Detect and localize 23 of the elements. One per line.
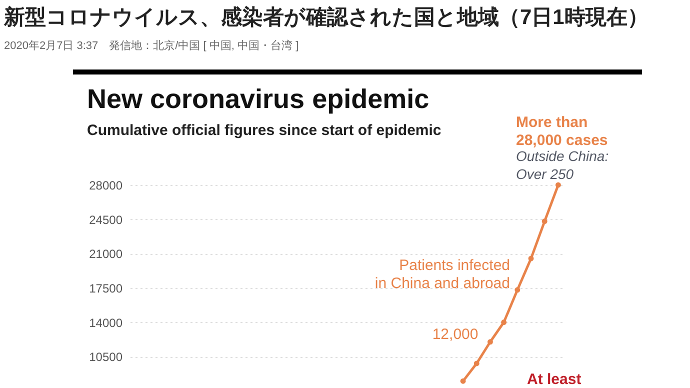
y-tick-label: 21000 — [89, 247, 123, 262]
chart-title: 新型コロナウイルス、感染者が確認された国と地域（7日1時現在） — [3, 5, 648, 29]
data-label: 12,000 — [432, 326, 478, 343]
point — [542, 218, 548, 224]
annotation: At least — [527, 371, 582, 388]
point — [501, 320, 507, 325]
y-tick-label: 24500 — [89, 212, 123, 227]
y-tick-label: 10500 — [89, 350, 123, 364]
point — [474, 360, 480, 366]
point — [514, 287, 520, 293]
y-tick-label: 17500 — [89, 281, 123, 296]
y-tick-label: 28000 — [89, 178, 123, 192]
text: New coronavirus epidemic — [87, 84, 430, 114]
annotation: Patients infected in China and abroad — [374, 257, 510, 292]
point — [487, 339, 493, 345]
text: Cumulative official figures since start of epidemic — [87, 122, 442, 139]
text: Outside China: Over 250 — [516, 148, 609, 182]
text: More than 28,000 cases — [516, 114, 608, 149]
point — [528, 256, 534, 262]
point — [555, 182, 561, 188]
y-tick-label: 14000 — [89, 316, 123, 330]
chart-subtitle: 2020年2月7日 3:37 発信地：北京/中国 [ 中国, 中国・台湾 ] — [4, 39, 299, 52]
point — [460, 378, 466, 384]
